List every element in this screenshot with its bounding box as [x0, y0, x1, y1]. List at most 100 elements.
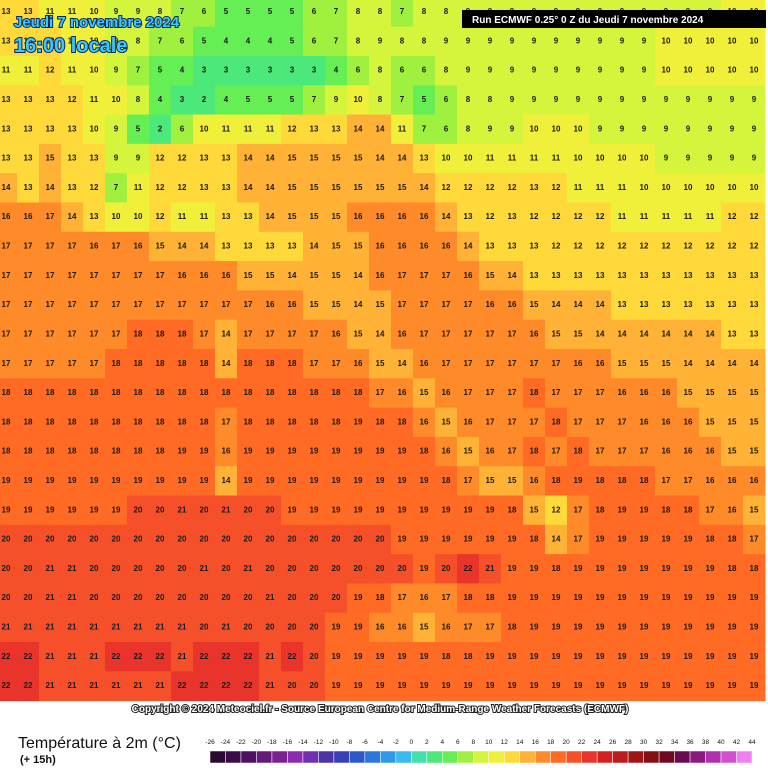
temperature-cell: [259, 642, 282, 672]
scale-bin: [256, 750, 273, 764]
temperature-cell: [523, 290, 546, 321]
temperature-cell: [457, 407, 480, 438]
temperature-label: 16: [266, 300, 275, 309]
temperature-label: 10: [200, 124, 209, 133]
temperature-label: 15: [420, 623, 429, 632]
temperature-cell: [347, 114, 370, 145]
temperature-label: 20: [288, 535, 297, 544]
temperature-label: 19: [464, 535, 473, 544]
temperature-cell: [435, 173, 458, 203]
temperature-cell: [633, 85, 656, 116]
temperature-cell: [721, 319, 744, 350]
temperature-label: 17: [46, 359, 55, 368]
temperature-cell: [479, 85, 502, 116]
temperature-cell: [501, 436, 524, 467]
temperature-label: 20: [90, 593, 99, 602]
temperature-label: 4: [334, 66, 339, 75]
temperature-cell: [369, 202, 392, 233]
temperature-label: 17: [574, 535, 583, 544]
temperature-label: 17: [134, 271, 143, 280]
temperature-cell: [457, 173, 480, 203]
temperature-cell: [391, 26, 414, 57]
temperature-label: 21: [68, 564, 77, 573]
temperature-label: 15: [46, 154, 55, 163]
temperature-cell: [215, 554, 238, 584]
scale-tick-label: 40: [717, 739, 725, 746]
temperature-label: 6: [180, 124, 185, 133]
temperature-cell: [413, 349, 436, 379]
temperature-label: 11: [596, 183, 605, 192]
temperature-cell: [677, 378, 700, 409]
temperature-label: 18: [178, 388, 187, 397]
temperature-label: 9: [730, 154, 735, 163]
scale-bin: [240, 750, 257, 764]
temperature-cell: [171, 261, 194, 291]
temperature-label: 18: [706, 535, 715, 544]
temperature-label: 10: [90, 124, 99, 133]
temperature-cell: [677, 261, 700, 291]
temperature-label: 16: [376, 271, 385, 280]
temperature-label: 19: [112, 476, 121, 485]
temperature-cell: [259, 554, 282, 584]
temperature-label: 19: [618, 564, 627, 573]
temperature-cell: [281, 26, 304, 57]
temperature-label: 13: [464, 212, 473, 221]
temperature-cell: [611, 378, 634, 409]
temperature-cell: [721, 524, 744, 555]
temperature-label: 19: [662, 535, 671, 544]
temperature-label: 2: [158, 124, 163, 133]
temperature-label: 21: [90, 652, 99, 661]
temperature-cell: [501, 261, 524, 291]
temperature-label: 18: [728, 535, 737, 544]
temperature-label: 19: [46, 505, 55, 514]
temperature-label: 9: [620, 66, 625, 75]
temperature-label: 16: [596, 359, 605, 368]
temperature-cell: [127, 349, 150, 379]
temperature-cell: [413, 466, 436, 497]
temperature-cell: [633, 319, 656, 350]
temperature-cell: [105, 583, 128, 614]
legend-title: Température à 2m (°C): [18, 735, 181, 752]
temperature-label: 15: [640, 359, 649, 368]
temperature-cell: [391, 612, 414, 643]
temperature-label: 14: [266, 154, 275, 163]
temperature-cell: [479, 319, 502, 350]
temperature-cell: [501, 319, 524, 350]
temperature-cell: [149, 583, 172, 614]
temperature-label: 9: [532, 95, 537, 104]
temperature-cell: [457, 143, 480, 174]
temperature-label: 19: [750, 593, 759, 602]
temperature-label: 9: [708, 95, 713, 104]
temperature-cell: [149, 407, 172, 438]
temperature-label: 3: [224, 66, 229, 75]
temperature-label: 9: [620, 36, 625, 45]
temperature-cell: [633, 466, 656, 497]
temperature-label: 19: [684, 681, 693, 690]
temperature-cell: [149, 231, 172, 262]
temperature-label: 13: [2, 124, 11, 133]
temperature-cell: [237, 524, 260, 555]
temperature-label: 11: [68, 66, 77, 75]
temperature-label: 15: [574, 329, 583, 338]
temperature-cell: [259, 0, 282, 28]
temperature-cell: [171, 495, 194, 526]
temperature-label: 21: [156, 623, 165, 632]
temperature-cell: [237, 173, 260, 203]
temperature-label: 18: [2, 388, 11, 397]
temperature-label: 5: [290, 7, 295, 16]
scale-bin: [411, 750, 428, 764]
temperature-cell: [259, 436, 282, 467]
temperature-label: 10: [750, 183, 759, 192]
temperature-label: 10: [112, 212, 121, 221]
temperature-label: 10: [596, 154, 605, 163]
temperature-label: 9: [114, 7, 119, 16]
temperature-cell: [523, 642, 546, 672]
temperature-label: 13: [68, 183, 77, 192]
scale-bin: [333, 750, 350, 764]
temperature-cell: [743, 55, 766, 86]
temperature-cell: [677, 231, 700, 262]
temperature-label: 17: [464, 623, 473, 632]
temperature-label: 18: [376, 593, 385, 602]
temperature-label: 20: [222, 564, 231, 573]
temperature-cell: [391, 554, 414, 584]
